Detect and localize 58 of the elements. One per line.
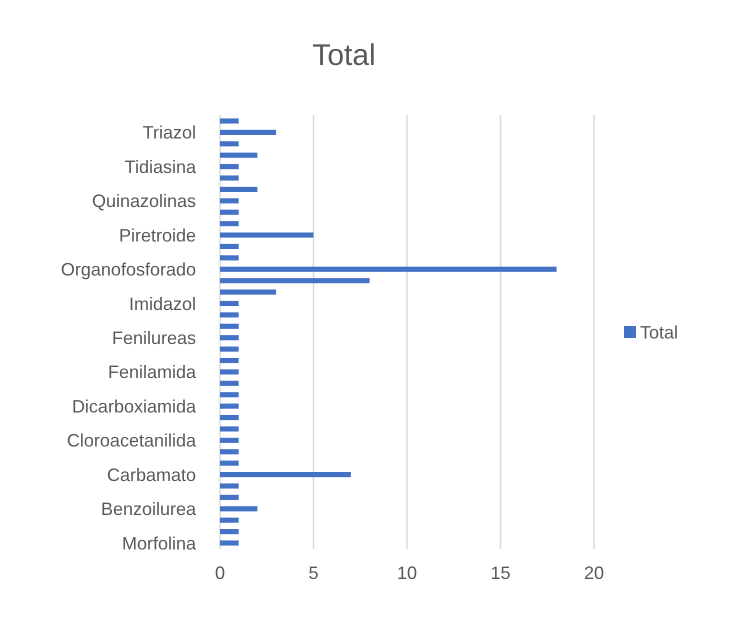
- y-tick-label: Quinazolinas: [92, 191, 196, 212]
- bar: [220, 186, 258, 192]
- bar: [220, 369, 239, 374]
- bar: [220, 404, 239, 409]
- y-tick-label: Dicarboxiamida: [72, 396, 197, 416]
- bar: [220, 278, 370, 284]
- y-tick-label: Piretroide: [118, 225, 196, 246]
- bar: [220, 438, 239, 443]
- bar: [220, 324, 239, 329]
- bar: [220, 335, 239, 340]
- x-tick-label: 15: [490, 563, 511, 583]
- bar: [220, 426, 239, 432]
- bar: [220, 449, 239, 454]
- bar: [220, 312, 239, 318]
- bar: [220, 392, 239, 398]
- bar: [220, 346, 239, 352]
- y-tick-label: Morfolina: [122, 533, 197, 554]
- y-tick-label: Triazol: [142, 122, 196, 143]
- chart-title: Total: [312, 39, 376, 72]
- bar: [220, 175, 239, 181]
- bar: [220, 460, 239, 466]
- x-tick-label: 20: [584, 563, 604, 583]
- bar: [220, 290, 276, 295]
- y-tick-label: Organofosforado: [60, 260, 196, 280]
- bar: [220, 130, 276, 135]
- bar: [220, 198, 239, 204]
- bar: [220, 472, 351, 478]
- bar: [220, 164, 239, 170]
- y-tick-label: Benzoilurea: [100, 499, 197, 520]
- y-tick-label: Fenilamida: [108, 362, 197, 382]
- bar: [220, 118, 239, 124]
- bar: [220, 141, 239, 146]
- bar: [220, 380, 239, 386]
- bar: [220, 414, 239, 420]
- bar: [220, 300, 239, 306]
- y-tick-label: Imidazol: [128, 294, 196, 314]
- bar: [220, 494, 239, 500]
- x-tick-label: 5: [308, 563, 319, 583]
- bar: [220, 506, 258, 512]
- bar: [220, 540, 239, 546]
- bar: [220, 152, 258, 158]
- y-tick-label: Fenilureas: [112, 328, 196, 348]
- y-tick-label: Cloroacetanilida: [66, 430, 197, 451]
- bar: [220, 210, 239, 215]
- bar: [220, 255, 239, 260]
- legend-label: Total: [640, 322, 678, 342]
- bar: [220, 266, 557, 272]
- x-tick-label: 0: [214, 563, 226, 583]
- bar: [220, 244, 239, 250]
- bar: [220, 221, 239, 226]
- bar: [220, 358, 239, 364]
- y-tick-label: Carbamato: [106, 464, 196, 485]
- bar: [220, 232, 314, 238]
- bar: [220, 529, 239, 534]
- bar: [220, 518, 239, 523]
- y-tick-label: Tidiasina: [124, 156, 197, 177]
- x-tick-label: 10: [396, 563, 418, 583]
- bar: [220, 483, 239, 489]
